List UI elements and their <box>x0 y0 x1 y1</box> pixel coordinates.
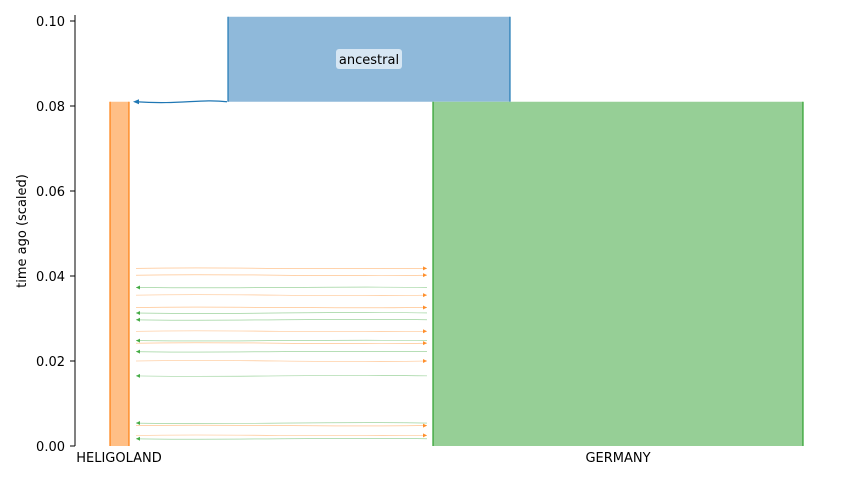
migration-head <box>136 317 140 322</box>
migration-head <box>136 436 140 441</box>
migration-arrow <box>135 359 428 363</box>
migration-line <box>135 286 428 289</box>
migration-line <box>135 350 428 353</box>
migration-arrow <box>135 341 428 346</box>
y-axis-label: time ago (scaled) <box>15 174 30 288</box>
migration-head <box>136 421 140 426</box>
migration-line <box>135 306 428 309</box>
migration-line <box>135 294 428 296</box>
migration-arrow <box>135 317 428 322</box>
y-tick-label: 0.04 <box>36 270 65 285</box>
x-axis-labels: HELIGOLAND GERMANY <box>76 451 650 466</box>
migration-arrow <box>135 293 428 298</box>
migration-line <box>135 319 428 321</box>
migration-line <box>135 267 428 270</box>
y-tick-label: 0.10 <box>36 15 65 30</box>
ancestry-arrow-head <box>133 99 139 105</box>
migration-arrow <box>135 433 428 438</box>
deme-germany <box>433 101 803 446</box>
migration-line <box>135 434 428 437</box>
migration-arrow <box>135 349 428 354</box>
migration-head <box>423 329 427 334</box>
deme-label-ancestral: ancestral <box>336 49 402 69</box>
migration-head <box>423 341 427 346</box>
migration-arrow <box>135 373 428 378</box>
migration-line <box>135 274 428 276</box>
y-tick-label: 0.02 <box>36 355 65 370</box>
ancestry-arrow <box>133 99 228 105</box>
migration-arrow <box>135 310 428 315</box>
migration-head <box>423 266 427 271</box>
migration-line <box>135 330 428 332</box>
migration-head <box>136 349 140 354</box>
migration-head <box>423 359 427 363</box>
deme-label-box <box>336 49 402 69</box>
migration-line <box>135 375 428 377</box>
ancestry-arrow-line <box>135 100 228 104</box>
y-axis: 0.00 0.02 0.04 0.06 0.08 0.10 <box>36 15 76 455</box>
y-tick-label: 0.08 <box>36 100 65 115</box>
migration-head <box>423 433 427 438</box>
migration-arrow <box>135 338 428 343</box>
migration-arrow <box>135 305 428 310</box>
deme-heligoland <box>110 101 129 446</box>
migration-line <box>135 424 428 427</box>
migration-line <box>135 342 428 344</box>
migration-line <box>135 360 428 362</box>
migration-head <box>136 338 140 343</box>
deme-label-text: ancestral <box>339 53 399 68</box>
x-label-germany: GERMANY <box>585 451 650 466</box>
migration-arrow <box>135 436 428 441</box>
migration-head <box>423 423 427 428</box>
migration-head <box>136 310 140 315</box>
migration-arrow <box>135 423 428 428</box>
migration-head <box>423 293 427 298</box>
migration-arrow <box>135 329 428 334</box>
migration-head <box>136 285 140 290</box>
demes-layer: ancestral <box>109 16 804 446</box>
migration-head <box>423 305 427 310</box>
migration-line <box>135 312 428 314</box>
migration-arrow <box>135 273 428 278</box>
migration-line <box>135 422 428 424</box>
migration-line <box>135 438 428 440</box>
migration-arrow <box>135 421 428 426</box>
y-tick-label: 0.06 <box>36 185 65 200</box>
x-label-heligoland: HELIGOLAND <box>76 451 162 466</box>
migration-line <box>135 339 428 342</box>
migration-head <box>423 273 427 278</box>
migration-head <box>136 373 140 378</box>
y-tick-label: 0.00 <box>36 440 65 455</box>
migration-arrow <box>135 266 428 271</box>
migration-arrow <box>135 285 428 290</box>
migration-layer <box>135 266 428 441</box>
